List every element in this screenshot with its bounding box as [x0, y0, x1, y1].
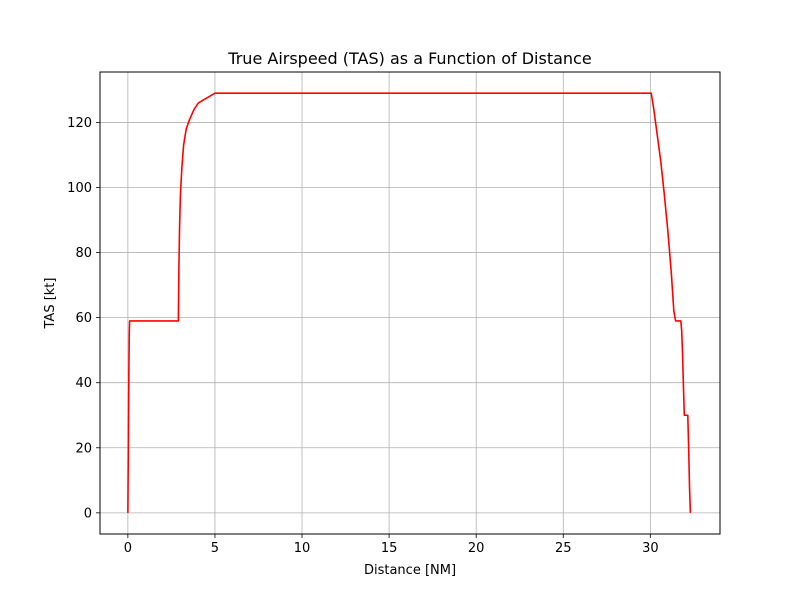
axis-ticks: 0 5 10 15 20 25 30 0 20 40 60 80 100 120 — [67, 116, 658, 556]
y-tick-label: 60 — [75, 311, 92, 326]
y-tick-label: 20 — [75, 441, 92, 456]
x-tick-label: 5 — [211, 541, 219, 556]
x-tick-label: 10 — [294, 541, 311, 556]
plot-area-frame — [99, 71, 721, 535]
x-axis-label: Distance [NM] — [364, 563, 456, 578]
x-tick-label: 0 — [124, 541, 132, 556]
y-tick-label: 80 — [75, 246, 92, 261]
x-tick-label: 15 — [381, 541, 398, 556]
chart-title: True Airspeed (TAS) as a Function of Dis… — [227, 49, 591, 68]
x-tick-label: 25 — [555, 541, 572, 556]
y-axis-label: TAS [kt] — [43, 278, 58, 330]
y-tick-label: 40 — [75, 376, 92, 391]
y-tick-label: 0 — [84, 506, 92, 521]
grid-lines — [100, 72, 720, 534]
x-tick-label: 30 — [642, 541, 659, 556]
series-line — [127, 92, 692, 513]
series-layer — [127, 92, 692, 513]
y-tick-label: 100 — [67, 181, 92, 196]
x-tick-label: 20 — [468, 541, 485, 556]
y-tick-label: 120 — [67, 116, 92, 131]
